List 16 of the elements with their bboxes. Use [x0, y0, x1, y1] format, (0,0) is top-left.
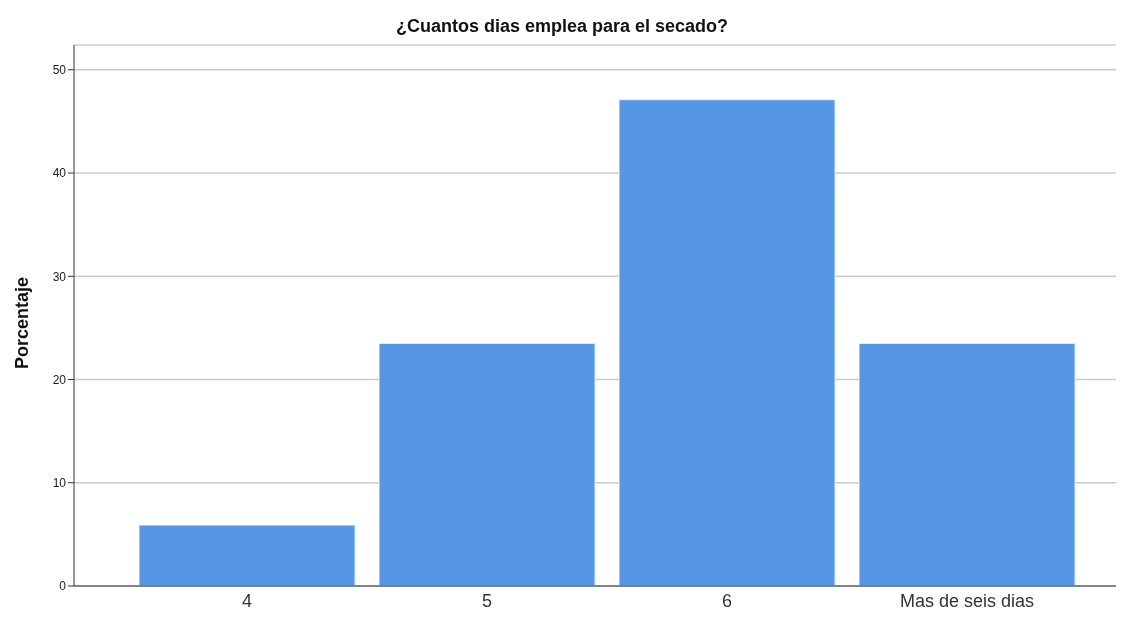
- chart-title: ¿Cuantos dias emplea para el secado?: [394, 16, 730, 37]
- y-tick-label: 20: [52, 372, 67, 387]
- y-tick-label: 30: [52, 269, 67, 284]
- bar: [138, 524, 356, 586]
- bar: [378, 342, 596, 586]
- bar: [858, 342, 1076, 586]
- bar: [618, 99, 836, 586]
- y-axis-title: Porcentaje: [11, 276, 33, 370]
- y-tick-label: 40: [52, 166, 67, 181]
- y-tick-label: 50: [52, 63, 67, 78]
- y-tick-label: 10: [52, 476, 67, 491]
- x-tick-label: Mas de seis dias: [899, 590, 1035, 611]
- x-tick-label: 4: [241, 590, 253, 611]
- y-tick-label: 0: [59, 579, 67, 594]
- x-tick-label: 6: [721, 590, 733, 611]
- x-tick-label: 5: [481, 590, 493, 611]
